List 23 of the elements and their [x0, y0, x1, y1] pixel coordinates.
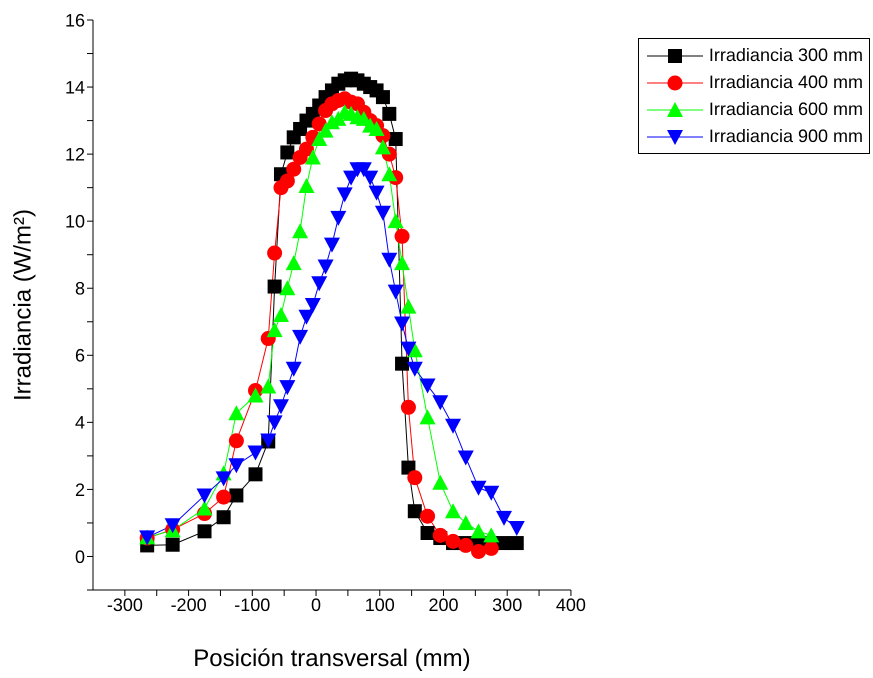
- y-tick-label: 2: [74, 480, 85, 500]
- x-tick-label: -200: [170, 594, 207, 615]
- y-tick-label: 10: [64, 212, 85, 232]
- legend-label: Irradiancia 600 mm: [708, 99, 863, 120]
- y-tick-label: 14: [64, 77, 85, 98]
- legend-label: Irradiancia 900 mm: [708, 126, 863, 147]
- y-tick-label: 12: [64, 144, 85, 165]
- legend-label: Irradiancia 300 mm: [708, 45, 863, 66]
- y-tick-label: 0: [74, 546, 85, 567]
- x-tick-label: 200: [428, 594, 458, 615]
- x-tick-label: 100: [364, 594, 395, 615]
- x-tick-label: 400: [556, 594, 586, 615]
- y-tick-label: 8: [74, 278, 85, 299]
- x-tick-label: 0: [311, 594, 322, 615]
- x-tick-label: -300: [106, 594, 143, 615]
- y-tick-label: 4: [74, 412, 85, 433]
- legend-label: Irradiancia 400 mm: [708, 72, 863, 93]
- y-axis-title: Irradiancia (W/m²): [10, 208, 37, 402]
- x-tick-label: 300: [492, 594, 522, 615]
- x-axis-title: Posición transversal (mm): [193, 645, 471, 672]
- y-tick-label: 6: [74, 346, 85, 366]
- x-tick-label: -100: [234, 594, 270, 615]
- y-tick-label: 16: [64, 10, 85, 30]
